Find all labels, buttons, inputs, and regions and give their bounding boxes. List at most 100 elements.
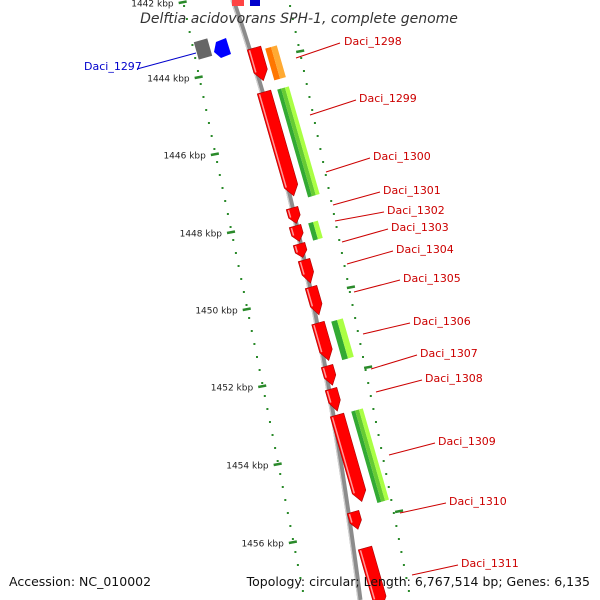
dot — [354, 317, 357, 319]
dot — [405, 577, 408, 579]
gene-daci-1298-orange-stripe — [265, 46, 281, 81]
daci-1306-label: Daci_1306 — [413, 315, 471, 328]
dot — [327, 187, 330, 189]
gene-daci-1297 — [214, 38, 231, 58]
dot — [348, 291, 351, 293]
dot — [250, 330, 253, 332]
dot — [338, 239, 341, 241]
gene-daci-1308 — [324, 386, 341, 412]
gene-daci-1302-shine — [290, 227, 295, 236]
kbp-tick-mark — [194, 75, 203, 80]
dot — [289, 525, 292, 527]
gene-daci-1309-cds-stripe — [351, 410, 382, 503]
dot — [297, 44, 300, 46]
partial-gene-top — [232, 0, 244, 6]
gene-daci-1299-cds — [277, 86, 320, 198]
dot — [294, 31, 297, 33]
map-title: Delftia acidovorans SPH-1, complete geno… — [140, 11, 458, 27]
kbp-tick-mark — [226, 230, 236, 235]
kbp-ticks: 1442 kbp 1444 kbp 1446 kbp 1448 kbp 1450 kbp… — [131, 0, 404, 550]
gene-daci-1304-shape — [297, 257, 314, 284]
dot — [400, 551, 403, 553]
gene-daci-1299-shine — [258, 94, 287, 188]
dot — [263, 395, 266, 397]
kbp-tick-mark — [257, 384, 267, 389]
topology-text: Topology: circular; Length: 6,767,514 bp… — [246, 574, 590, 589]
gene-daci-1309-cds — [351, 408, 389, 503]
kbp-tick-mark — [242, 307, 251, 312]
daci-1297-leader — [136, 52, 197, 70]
dot — [248, 317, 251, 319]
kbp-tick-label: 1448 kbp — [180, 230, 223, 240]
kbp-tick-label: 1442 kbp — [131, 0, 174, 10]
dot — [188, 31, 191, 33]
daci-1302-label: Daci_1302 — [387, 204, 445, 217]
dot — [213, 148, 216, 150]
dot — [207, 122, 210, 124]
backbone-highlight — [230, 0, 359, 600]
dot — [346, 278, 349, 280]
dot — [402, 564, 405, 566]
dot — [291, 18, 294, 20]
daci-1302-leader — [334, 211, 385, 222]
dot — [364, 369, 367, 371]
dot — [397, 538, 400, 540]
dot — [191, 44, 194, 46]
dot — [258, 369, 261, 371]
dot — [245, 304, 248, 306]
dot — [199, 83, 202, 85]
dot — [332, 213, 335, 215]
gene-daci-1306 — [311, 320, 333, 362]
gene-daci-1307 — [320, 363, 337, 386]
dot — [392, 512, 395, 514]
kbp-tick-mark — [178, 0, 187, 5]
dot — [268, 421, 271, 423]
daci-1308-label: Daci_1308 — [425, 372, 483, 385]
gene-daci-1305 — [304, 284, 323, 316]
dot — [253, 343, 256, 345]
daci-1303-leader — [341, 228, 389, 243]
dot — [316, 135, 319, 137]
gene-daci-1297-grey — [193, 38, 213, 60]
gene-daci-1306-cds-stripe — [336, 318, 354, 359]
dot — [229, 226, 232, 228]
dot — [362, 356, 365, 358]
daci-1310-leader — [399, 502, 447, 514]
gene-daci-1303-cds — [308, 220, 323, 241]
dot — [281, 486, 284, 488]
dot — [289, 5, 292, 7]
dot — [284, 499, 287, 501]
gene-features — [193, 0, 389, 600]
outer-tick-mark — [295, 49, 305, 54]
gene-daci-1310-shape — [346, 509, 362, 530]
daci-1297-label: Daci_1297 — [84, 60, 142, 73]
dot — [256, 356, 259, 358]
daci-1299-leader — [309, 99, 357, 116]
gene-daci-1306-cds-stripe — [331, 320, 349, 361]
backbone-line — [230, 0, 363, 600]
gene-daci-1305-shine — [306, 288, 314, 307]
gene-daci-1308-shape — [324, 386, 341, 412]
gene-daci-1298 — [246, 45, 268, 82]
gene-daci-1298-orange-stripe — [271, 45, 286, 79]
daci-1300-label: Daci_1300 — [373, 150, 431, 163]
dot — [294, 551, 297, 553]
dot — [343, 265, 346, 267]
gene-daci-1303-shine — [294, 245, 298, 253]
gene-daci-1311-shape — [357, 545, 387, 600]
daci-1301-label: Daci_1301 — [383, 184, 441, 197]
gene-labels: Daci_1297 Daci_1298 Daci_1299 Daci_1300 Daci… — [84, 35, 519, 570]
tick-dots — [183, 5, 410, 592]
dot — [319, 148, 322, 150]
dot — [216, 161, 219, 163]
partial-gene-top-blue — [250, 0, 260, 6]
gene-daci-1303-cds-stripe — [308, 222, 318, 241]
daci-1309-label: Daci_1309 — [438, 435, 496, 448]
gene-daci-1298-shine — [248, 50, 257, 73]
gene-daci-1311-shine — [359, 550, 376, 600]
kbp-tick-label: 1446 kbp — [163, 152, 206, 162]
daci-1298-leader — [295, 42, 341, 59]
gene-daci-1298-orange — [265, 45, 286, 81]
backbone — [230, 0, 363, 600]
